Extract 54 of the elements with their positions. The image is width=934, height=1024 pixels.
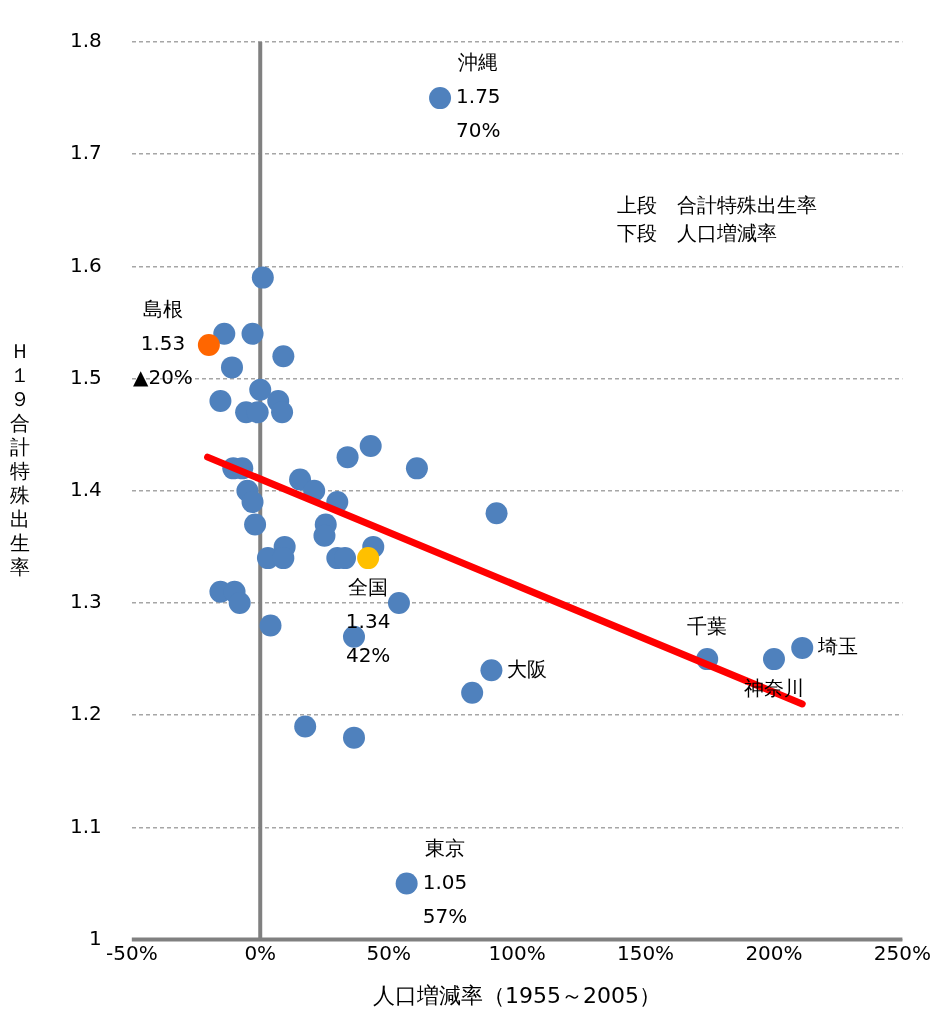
point [395,872,418,895]
annotation: 千葉 [687,614,728,639]
point [249,378,272,401]
point [241,491,264,514]
point [271,401,294,424]
point [259,614,282,637]
point [359,434,382,457]
x-tick-label: 100% [488,940,546,965]
point [357,547,380,570]
point [480,659,503,682]
annotation: 大阪 [507,656,548,681]
annotation: 島根 1.53 ▲20% [133,297,193,390]
point [213,322,236,345]
point [228,592,251,614]
point [387,592,410,614]
x-axis-title: 人口増減率（1955～2005） [373,982,662,1008]
point [485,502,508,525]
y-tick-label: 1.2 [69,701,102,726]
point [429,87,452,110]
point [220,356,243,379]
point [336,446,359,469]
x-tick-label: 200% [745,940,803,965]
point [343,726,365,749]
y-tick-label: 1.6 [69,252,102,277]
y-tick-label: 1.7 [69,140,102,165]
point [272,345,295,368]
annotation: 上段 合計特殊出生率 [617,193,818,218]
point [294,715,317,738]
point [241,322,264,345]
y-tick-label: 1.5 [69,364,102,389]
x-tick-label: 50% [366,940,411,965]
annotation: 下段 人口増減率 [617,221,778,246]
annotation: 全国 1.34 42% [345,575,391,668]
point [791,636,814,659]
point [197,333,220,356]
point [762,648,785,671]
point [251,266,274,289]
point [461,681,484,704]
y-tick-label: 1.4 [69,477,102,501]
x-tick-label: 0% [244,940,277,965]
y-tick-label: 1.3 [69,589,102,614]
text: Ｈ１９合計特殊出生率 [10,339,30,579]
annotation: 埼玉 [817,634,859,659]
point [405,457,428,480]
x-tick-label: -50% [105,940,158,965]
annotation: 東京 1.05 57% [422,835,468,928]
x-tick-label: 150% [616,940,675,965]
point [209,390,232,413]
x-tick-label: 250% [873,940,931,965]
point [244,513,267,536]
annotation: 沖縄 1.75 70% [456,50,501,143]
y-tick-label: 1.1 [69,813,102,838]
y-tick-label: 1.8 [69,28,102,53]
y-tick-label: 1 [89,925,102,950]
